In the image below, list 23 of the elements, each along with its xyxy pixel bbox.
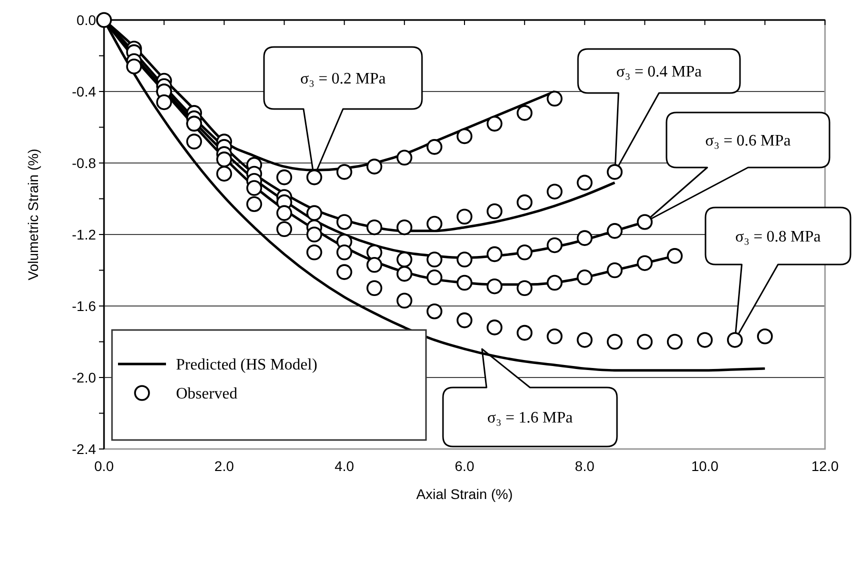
y-tick-label: -0.4 — [72, 83, 96, 100]
x-tick-label: 6.0 — [454, 458, 474, 474]
y-tick-label: -0.8 — [72, 154, 96, 171]
y-tick-label: -1.2 — [72, 226, 96, 242]
x-tick-label: 2.0 — [214, 458, 234, 474]
annotation: σ₃ = 1.6 MPa — [487, 410, 573, 427]
y-tick-label: -2.4 — [72, 440, 96, 457]
x-axis-title: Axial Strain (%) — [416, 486, 513, 502]
legend-label: Observed — [176, 386, 238, 403]
annotation: σ₃ = 0.8 MPa — [735, 228, 821, 246]
y-tick-label: -2.0 — [72, 369, 96, 386]
annotation: σ₃ = 0.2 MPa — [300, 70, 386, 88]
annotation: σ₃ = 0.4 MPa — [616, 64, 702, 81]
annotation: σ₃ = 0.6 MPa — [705, 132, 791, 150]
x-tick-label: 8.0 — [574, 458, 595, 474]
x-tick-label: 10.0 — [691, 458, 719, 474]
y-tick-label: 0.0 — [76, 12, 96, 28]
y-axis-title: Volumetric Strain (%) — [25, 148, 41, 280]
x-tick-label: 0.0 — [94, 458, 114, 474]
x-tick-label: 12.0 — [811, 458, 839, 474]
legend-label: Predicted (HS Model) — [176, 356, 318, 374]
y-tick-label: -1.6 — [72, 298, 96, 314]
x-tick-label: 4.0 — [334, 458, 354, 474]
